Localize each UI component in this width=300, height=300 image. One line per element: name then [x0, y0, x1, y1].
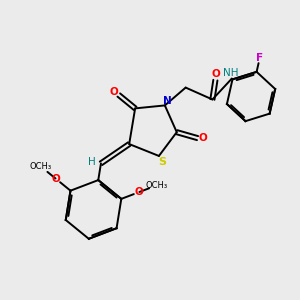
Text: O: O — [52, 174, 60, 184]
Text: F: F — [256, 53, 263, 63]
Text: OCH₃: OCH₃ — [146, 181, 168, 190]
Text: O: O — [134, 187, 143, 197]
Text: NH: NH — [224, 68, 239, 78]
Text: O: O — [199, 133, 207, 143]
Text: OCH₃: OCH₃ — [30, 162, 52, 171]
Text: O: O — [109, 87, 118, 97]
Text: O: O — [211, 69, 220, 79]
Text: S: S — [158, 158, 166, 167]
Text: N: N — [163, 96, 171, 106]
Text: H: H — [88, 157, 95, 167]
